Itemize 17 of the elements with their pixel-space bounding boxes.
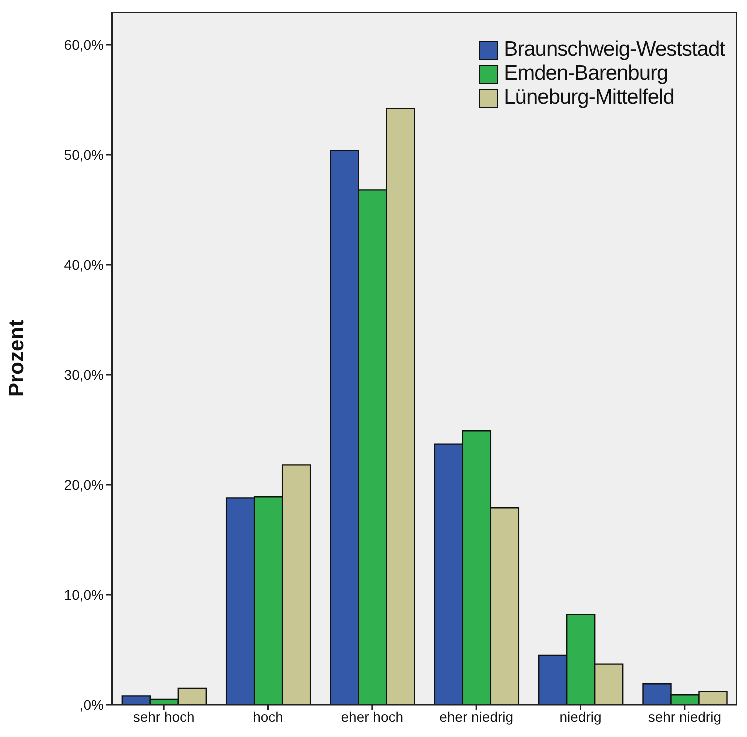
legend-label: Emden-Barenburg bbox=[504, 62, 668, 86]
x-tick-label: niedrig bbox=[560, 708, 602, 725]
x-tick-label: eher niedrig bbox=[440, 708, 514, 725]
y-tick-label: 30,0% bbox=[64, 366, 104, 383]
y-tick-label: 50,0% bbox=[64, 146, 104, 163]
x-tick-label: eher hoch bbox=[341, 708, 404, 725]
y-tick-label: 10,0% bbox=[64, 586, 104, 603]
y-tick-label: 60,0% bbox=[64, 36, 104, 53]
x-tick-label: sehr niedrig bbox=[648, 708, 722, 725]
legend-label: Braunschweig-Weststadt bbox=[504, 38, 725, 62]
y-tick-label: 40,0% bbox=[64, 256, 104, 273]
x-tick-label: sehr hoch bbox=[133, 708, 195, 725]
y-tick-label: 20,0% bbox=[64, 476, 104, 493]
x-tick-label: hoch bbox=[253, 708, 284, 725]
y-axis-title: Prozent bbox=[5, 320, 28, 398]
y-tick-label: ,0% bbox=[80, 696, 104, 713]
legend-label: Lüneburg-Mittelfeld bbox=[504, 86, 674, 110]
